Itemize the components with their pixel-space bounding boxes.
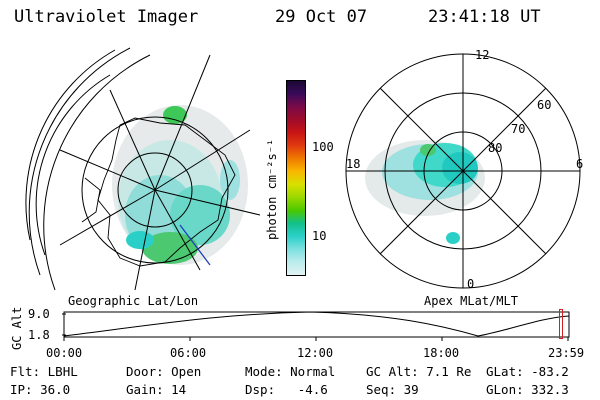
timeline-x-tick-1: 06:00 [170,346,207,360]
timeline-y-tick-low: 1.8 [28,328,50,342]
status-mode: Mode: Normal [245,364,336,379]
apex-label: Apex MLat/MLT [424,294,518,308]
timeline-x-tick-2: 12:00 [297,346,334,360]
status-flt: Flt: LBHL [10,364,78,379]
instrument-title: Ultraviolet Imager [14,7,199,27]
colorbar-tick-100: 100 [312,140,334,154]
time-label: 23:41:18 UT [428,7,541,27]
status-dsp: Dsp: -4.6 [245,382,328,397]
colorbar [286,80,306,276]
mlt-label-top: 12 [475,48,490,62]
status-gain: Gain: 14 [126,382,187,397]
lat-label-80: 80 [488,141,503,155]
colorbar-unit-label: photon cm⁻²s⁻¹ [265,138,279,240]
status-gc-alt: GC Alt: 7.1 Re [366,364,472,379]
status-glat: GLat: -83.2 [486,364,569,379]
mlt-label-left: 18 [346,157,361,171]
status-door: Door: Open [126,364,202,379]
colorbar-tick-10: 10 [312,229,327,243]
timeline-x-tick-3: 18:00 [423,346,460,360]
timeline-y-tick-high: 9.0 [28,307,50,321]
timeline-x-tick-0: 00:00 [46,346,83,360]
status-glon: GLon: 332.3 [486,382,569,397]
date-label: 29 Oct 07 [275,7,368,27]
lat-label-70: 70 [511,122,526,136]
lat-label-60: 60 [537,98,552,112]
status-ip: IP: 36.0 [10,382,71,397]
status-seq: Seq: 39 [366,382,419,397]
geographic-label: Geographic Lat/Lon [68,294,199,308]
time-marker [558,309,563,339]
timeline-x-tick-4: 23:59 [548,346,585,360]
mlt-label-right: 6 [576,157,584,171]
timeline-y-label: GC Alt [10,306,24,350]
mlt-label-bottom: 0 [467,277,475,291]
